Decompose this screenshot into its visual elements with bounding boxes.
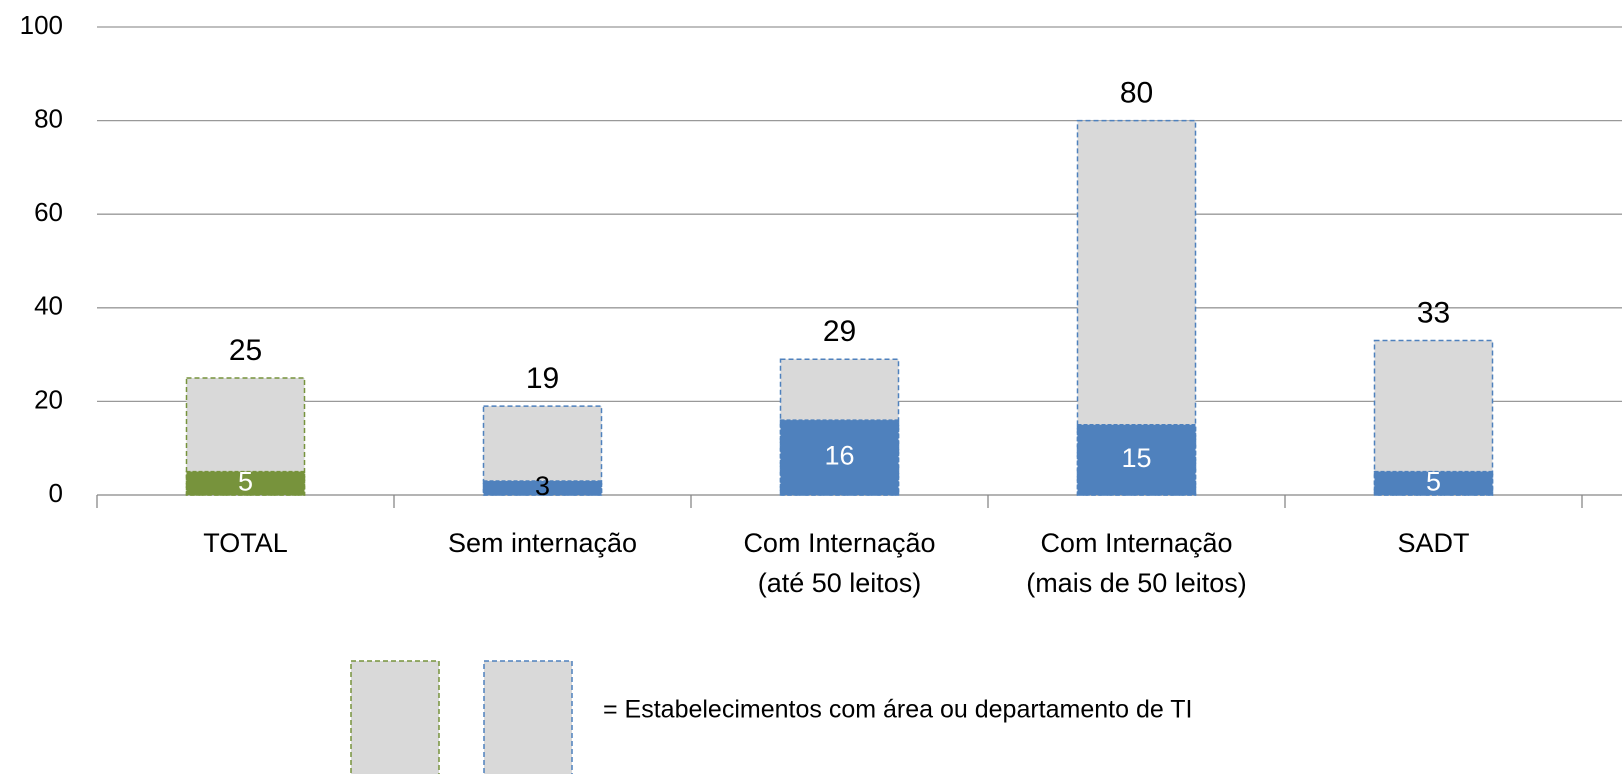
legend-label: = Estabelecimentos com área ou departame… (603, 696, 1192, 724)
value-label: 25 (229, 334, 262, 367)
bar (1373, 470, 1494, 496)
x-tick-label: (até 50 leitos) (758, 568, 922, 598)
x-tick-label: Com Internação (1040, 528, 1232, 558)
value-label: 33 (1417, 296, 1450, 329)
x-tick-label: SADT (1397, 528, 1469, 558)
y-tick-label: 80 (34, 103, 63, 133)
x-tick-label: Com Internação (743, 528, 935, 558)
value-label: 80 (1120, 77, 1153, 110)
bar (1373, 339, 1494, 496)
value-label: 5 (1426, 466, 1441, 496)
value-label: 15 (1121, 443, 1151, 473)
x-tick-label: (mais de 50 leitos) (1026, 568, 1247, 598)
value-label: 19 (526, 362, 559, 395)
bar (779, 419, 900, 496)
legend-swatch (350, 660, 440, 774)
x-tick-label: TOTAL (203, 528, 288, 558)
bar (482, 480, 603, 496)
value-label: 3 (535, 471, 550, 501)
legend-swatch (483, 660, 573, 774)
value-label: 16 (824, 441, 854, 471)
bar (1076, 424, 1197, 496)
value-label: 29 (823, 315, 856, 348)
x-tick-label: Sem internação (448, 528, 637, 558)
y-tick-label: 20 (34, 384, 63, 414)
y-tick-label: 0 (49, 478, 63, 508)
y-tick-label: 100 (20, 10, 63, 40)
bar (185, 470, 306, 496)
y-tick-label: 40 (34, 291, 63, 321)
y-tick-label: 60 (34, 197, 63, 227)
value-label: 5 (238, 466, 253, 496)
